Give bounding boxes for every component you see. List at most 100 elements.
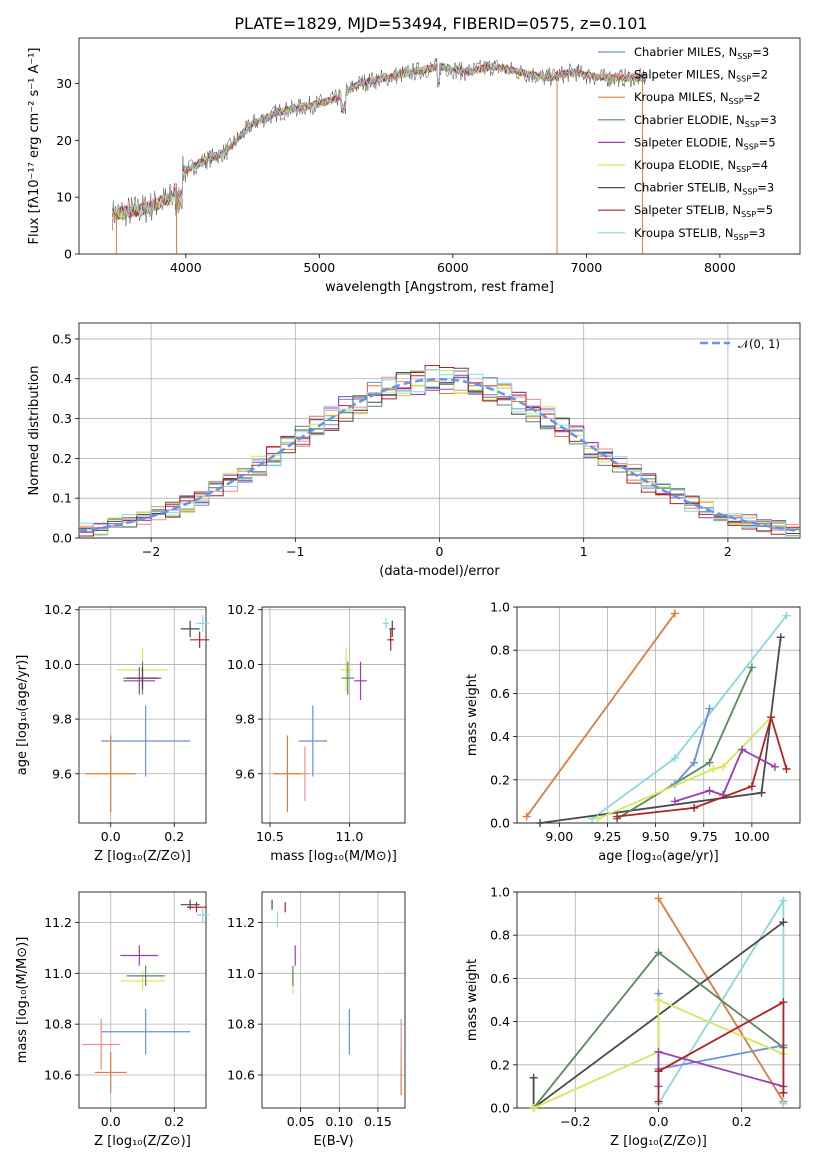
weight-marker [782, 765, 791, 773]
weight-marker [670, 754, 679, 763]
errorbar-point-kroupa_miles [94, 1052, 127, 1093]
errorbar-point-chabrier_stelib [389, 620, 396, 638]
y-tick-label: 0.8 [490, 928, 510, 943]
spectrum-line-kroupa_elodie [112, 63, 647, 220]
weight-marker [757, 788, 766, 797]
errorbar-point-chabrier_stelib [180, 620, 200, 638]
weight-marker [779, 1099, 788, 1108]
weight-marker [705, 758, 714, 767]
weight-marker [654, 948, 663, 957]
x-axis-label: age [log₁₀(age/yr)] [598, 849, 719, 864]
y-tick-label: 0.8 [490, 643, 510, 658]
errorbar-point-kroupa_elodie [120, 970, 165, 992]
x-tick-label: 9.50 [642, 829, 670, 844]
x-axis-label: Z [log₁₀(Z/Z⊙)] [94, 1134, 191, 1149]
legend-label: Salpeter STELIB, NSSP=5 [634, 203, 773, 219]
legend-label: 𝒩(0, 1) [738, 337, 780, 351]
y-tick-label: 0.6 [490, 686, 510, 701]
weight-marker [670, 797, 679, 806]
legend-tail: =2 [751, 68, 768, 82]
legend-tail: =5 [759, 135, 776, 149]
axes-frame [78, 37, 801, 255]
spectrum-line-chabrier_stelib [112, 58, 647, 231]
y-tick-label: 11.2 [44, 915, 72, 930]
weight-marker [654, 1067, 663, 1076]
weight-marker [767, 713, 776, 722]
y-tick-label: 9.8 [235, 712, 255, 727]
x-axis-label: wavelength [Angstrom, rest frame] [325, 280, 554, 295]
spectrum-line-chabrier_miles [112, 62, 647, 220]
x-axis-label: E(B-V) [313, 1134, 353, 1149]
errorbar-point-chabrier_miles [101, 705, 191, 777]
normal-curve [78, 377, 801, 533]
errorbar-point-salpeter_stelib [190, 631, 210, 649]
y-tick-label: 9.6 [52, 766, 72, 781]
x-axis-label: Z [log₁₀(Z/Z⊙)] [94, 849, 191, 864]
legend-tail: =5 [756, 203, 773, 217]
x-tick-label: 8000 [704, 260, 736, 275]
axes-mass_vs_ebv: 0.05 0.10 0.15 10.6 10.8 11.0 11.2 E(B-V) [227, 891, 406, 1149]
spectrum-line-salpeter_miles [112, 63, 647, 221]
spectrum-line-kroupa_stelib [112, 62, 647, 220]
weight-line-salpeter_stelib [657, 1000, 785, 1102]
axes-weight_vs_Z: −0.2 0.0 0.2 0.0 0.2 0.4 0.6 0.8 1.0 Z [log₁₀(Z/Z… [465, 885, 801, 1149]
weight-line-kroupa_elodie [533, 998, 784, 1109]
errorbar-point-chabrier_miles [298, 705, 328, 777]
weight-marker [776, 633, 785, 642]
weight-marker [747, 663, 756, 672]
y-tick-label: 10.8 [44, 1017, 72, 1032]
weight-line-kroupa_miles [525, 612, 676, 818]
legend-label: Kroupa ELODIE, NSSP=4 [634, 158, 768, 174]
axes-age_vs_mass: 10.5 11.0 9.6 9.8 10.0 10.2 mass [log₁₀(M/M⊙)] [227, 602, 406, 864]
weight-line-chabrier_stelib [539, 637, 782, 824]
weight-marker [718, 762, 727, 771]
errorbar-point-kroupa_stelib [196, 615, 210, 632]
y-axis-label: mass weight [465, 959, 480, 1041]
weight-marker [779, 896, 788, 905]
y-tick-label: 10 [56, 190, 72, 205]
histogram-salpeter_stelib [79, 365, 800, 537]
axes-frame [78, 606, 207, 824]
y-tick-label: 9.6 [235, 766, 255, 781]
legend-subscript: SSP [742, 188, 757, 197]
errorbar-point-chabrier_miles [101, 1008, 191, 1055]
y-axis-label: Flux [fλ10⁻¹⁷ erg cm⁻² s⁻¹ A⁻¹] [27, 48, 42, 245]
legend-subscript: SSP [741, 210, 756, 219]
y-tick-label: 10.0 [227, 657, 255, 672]
axes-frame [261, 606, 406, 824]
legend-label: Salpeter MILES, NSSP=2 [634, 68, 768, 84]
weight-line-kroupa_elodie [597, 716, 772, 820]
x-tick-label: 5000 [303, 260, 335, 275]
spectrum-legend: Chabrier MILES, NSSP=3 Salpeter MILES, NS… [598, 45, 777, 242]
weight-marker [738, 745, 747, 754]
errorbar-point-kroupa_stelib [196, 907, 210, 923]
y-axis-label: mass [log₁₀(M/M⊙)] [15, 937, 30, 1064]
y-tick-label: 0.0 [52, 531, 72, 546]
weight-marker [670, 609, 679, 618]
y-tick-label: 30 [56, 76, 72, 91]
y-tick-label: 0.2 [490, 1057, 510, 1072]
spectrum-line-kroupa_miles [112, 62, 647, 219]
y-tick-label: 20 [56, 133, 72, 148]
weight-marker [779, 1088, 788, 1097]
spectrum-line-salpeter_stelib [112, 62, 647, 220]
axes-weight_vs_age: 9.00 9.25 9.50 9.75 10.00 0.0 0.2 0.4 0.6 0.8 1.0 a… [465, 600, 801, 864]
weight-marker [522, 812, 531, 821]
y-tick-label: 0.6 [490, 971, 510, 986]
x-tick-label: 0.2 [164, 1114, 184, 1129]
histogram-chabrier_stelib [79, 372, 800, 534]
x-axis-label: (data-model)/error [379, 564, 500, 579]
x-tick-label: 10.00 [734, 829, 770, 844]
weight-marker [747, 782, 756, 791]
y-tick-label: 0.0 [490, 816, 510, 831]
x-tick-label: −1 [286, 544, 304, 559]
axes-residuals: −2 −1 0 1 2 0.0 0.1 0.2 0.3 0.4 0.5 (data-model)/er… [27, 322, 801, 579]
axes-frame [516, 891, 801, 1109]
weight-marker [770, 762, 779, 771]
x-tick-label: 9.75 [690, 829, 718, 844]
x-tick-label: 0.0 [649, 1114, 669, 1129]
axes-age_vs_Z: 0.0 0.2 9.6 9.8 10.0 10.2 Z [log₁₀(Z/Z⊙)] age [… [15, 602, 210, 864]
errorbar-point-salpeter_elodie [123, 667, 156, 695]
legend-label: Chabrier MILES, NSSP=3 [634, 45, 769, 61]
